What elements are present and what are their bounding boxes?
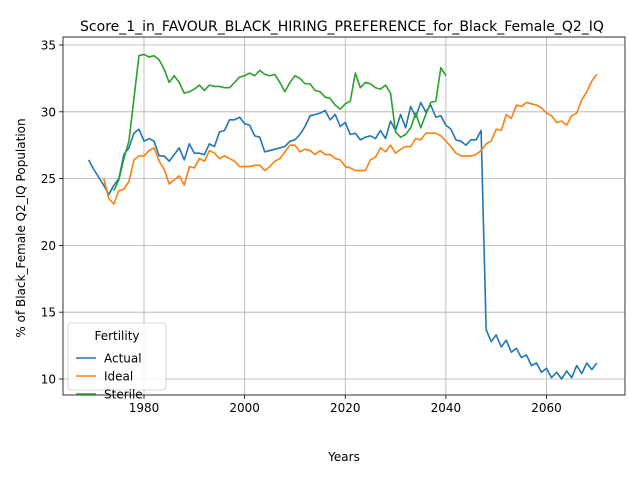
y-tick-label: 10 [41,372,56,386]
chart-title: Score_1_in_FAVOUR_BLACK_HIRING_PREFERENC… [80,19,604,35]
y-tick-label: 20 [41,239,56,253]
legend: Fertility Actual Ideal Sterile [67,322,167,402]
grid [63,37,625,395]
y-axis-ticks: 10 15 20 25 30 35 [41,39,63,386]
legend-title: Fertility [94,329,139,343]
x-axis-label: Years [327,450,360,464]
x-axis-ticks: 1980 2000 2020 2040 2060 [129,395,562,415]
x-tick-label: 2000 [229,401,260,415]
series-lines [87,53,598,380]
legend-label-ideal: Ideal [104,370,133,384]
legend-box [67,322,167,391]
y-tick-label: 25 [41,172,56,186]
y-tick-label: 30 [41,105,56,119]
y-tick-label: 15 [41,306,56,320]
series-line-ideal [102,73,598,205]
y-tick-label: 35 [41,39,56,53]
x-tick-label: 2060 [531,401,562,415]
legend-label-actual: Actual [104,352,142,366]
x-tick-label: 1980 [129,401,160,415]
y-axis-label: % of Black_Female Q2_IQ Population [14,118,28,337]
series-line-sterile [113,53,447,191]
series-line-actual [87,101,598,380]
plot-frame [62,36,626,396]
x-tick-label: 2040 [431,401,462,415]
x-tick-label: 2020 [330,401,361,415]
legend-label-sterile: Sterile [104,388,143,402]
